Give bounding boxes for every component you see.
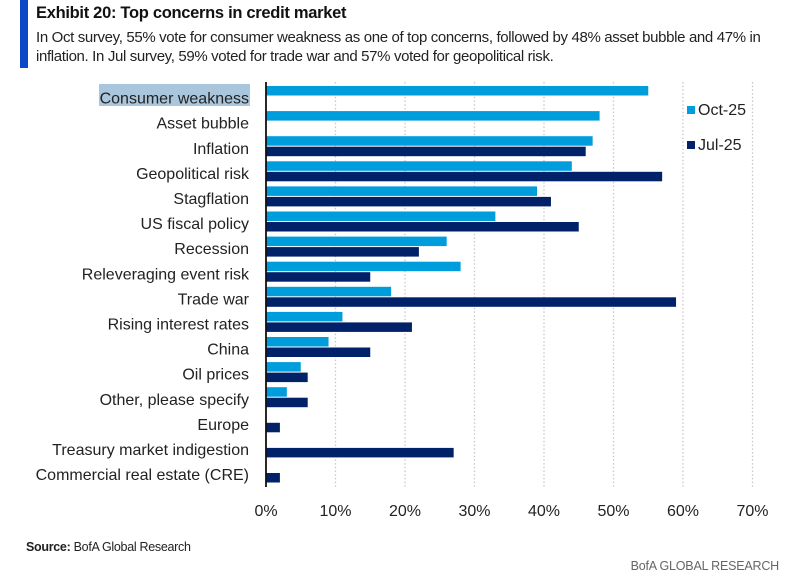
bar-jul <box>266 372 308 383</box>
bar-jul <box>266 222 579 232</box>
bar-jul <box>266 297 677 307</box>
category-label: Recession <box>174 241 249 258</box>
bar-jul <box>266 322 412 332</box>
bar-oct <box>266 86 649 96</box>
x-tick-label: 40% <box>528 503 560 520</box>
bar-jul <box>266 272 371 282</box>
bar-oct <box>266 161 572 171</box>
category-label: Other, please specify <box>100 392 249 409</box>
category-label: Consumer weakness <box>100 91 249 108</box>
category-label: Oil prices <box>182 367 249 384</box>
bar-jul <box>266 422 280 433</box>
bar-jul <box>266 171 663 182</box>
bar-jul <box>266 247 419 257</box>
legend-label: Jul-25 <box>698 137 742 154</box>
category-label: US fiscal policy <box>141 216 249 233</box>
bar-oct <box>266 111 600 121</box>
bar-jul <box>266 196 551 207</box>
category-label: Releveraging event risk <box>82 266 250 283</box>
x-tick-label: 50% <box>597 503 629 520</box>
category-highlight <box>99 84 250 106</box>
source-note: Source: BofA Global Research <box>26 540 191 554</box>
legend-swatch-jul <box>687 141 695 149</box>
category-label: China <box>207 342 249 359</box>
source-label: Source: <box>26 540 71 554</box>
x-tick-label: 70% <box>736 503 768 520</box>
bar-oct <box>266 311 343 322</box>
bar-oct <box>266 211 496 221</box>
brand-footer: BofA GLOBAL RESEARCH <box>630 559 780 573</box>
bar-oct <box>266 236 447 247</box>
category-label: Stagflation <box>173 191 249 208</box>
bar-chart: Consumer weakness Asset bubble Inflation Ge… <box>36 82 769 520</box>
bar-oct <box>266 261 461 272</box>
accent-bar <box>20 0 28 68</box>
bar-oct <box>266 286 392 297</box>
x-tick-label: 30% <box>458 503 490 520</box>
bar-jul <box>266 473 280 483</box>
source-text: BofA Global Research <box>70 540 191 554</box>
category-label: Rising interest rates <box>108 316 249 333</box>
bar-oct <box>266 362 301 372</box>
x-tick-label: 0% <box>254 503 277 520</box>
bar-oct <box>266 136 593 146</box>
x-tick-label: 20% <box>389 503 421 520</box>
category-label: Europe <box>197 417 249 434</box>
bar-jul <box>266 146 586 157</box>
bar-jul <box>266 347 371 357</box>
category-label: Geopolitical risk <box>136 166 250 183</box>
exhibit-subtitle: In Oct survey, 55% vote for consumer wea… <box>36 29 761 65</box>
category-label: Commercial real estate (CRE) <box>36 467 249 484</box>
bar-oct <box>266 337 329 347</box>
category-label: Asset bubble <box>156 116 249 133</box>
x-tick-label: 60% <box>667 503 699 520</box>
bar-oct <box>266 186 538 196</box>
legend-swatch-oct <box>687 106 695 114</box>
x-tick-label: 10% <box>319 503 351 520</box>
bar-oct <box>266 387 287 397</box>
bar-jul <box>266 397 308 408</box>
legend-label: Oct-25 <box>698 102 746 119</box>
category-label: Inflation <box>193 141 249 158</box>
bar-jul <box>266 447 454 458</box>
exhibit-title: Exhibit 20: Top concerns in credit marke… <box>36 4 347 22</box>
category-label: Treasury market indigestion <box>52 442 249 459</box>
category-label: Trade war <box>178 291 250 308</box>
